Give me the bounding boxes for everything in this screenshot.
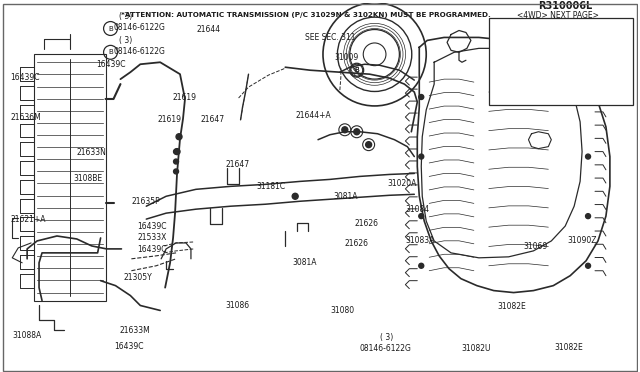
Text: 21626: 21626 — [345, 240, 369, 248]
Text: 3108BE: 3108BE — [74, 174, 103, 183]
Text: 21636M: 21636M — [10, 113, 41, 122]
Text: 16439C: 16439C — [138, 222, 167, 231]
Text: 31020A: 31020A — [387, 179, 417, 188]
Text: 16439C: 16439C — [138, 246, 167, 254]
Text: 31020: 31020 — [525, 61, 550, 70]
Text: R310006L: R310006L — [538, 1, 593, 11]
Circle shape — [292, 193, 298, 199]
Text: 21533X: 21533X — [138, 234, 166, 243]
Text: 08146-6122G: 08146-6122G — [113, 47, 165, 56]
Text: B: B — [355, 67, 359, 73]
Text: 3081A: 3081A — [292, 258, 317, 267]
Text: 08146-6122G: 08146-6122G — [360, 344, 412, 353]
Text: 31069: 31069 — [524, 243, 548, 251]
Circle shape — [419, 263, 424, 268]
Circle shape — [354, 129, 360, 135]
Circle shape — [176, 134, 182, 140]
Text: ( 3): ( 3) — [380, 333, 393, 342]
Text: (PROGRAM DATA): (PROGRAM DATA) — [522, 50, 583, 57]
Text: 08146-6122G: 08146-6122G — [113, 23, 165, 32]
Text: 21305Y: 21305Y — [124, 273, 152, 282]
Circle shape — [586, 214, 591, 219]
Text: 16439C: 16439C — [10, 73, 40, 81]
Text: ( 3): ( 3) — [120, 12, 132, 21]
Text: *31029N (NEW): *31029N (NEW) — [525, 89, 580, 95]
Text: 16439C: 16439C — [115, 342, 144, 351]
Circle shape — [419, 94, 424, 99]
Text: B: B — [108, 49, 113, 55]
Circle shape — [586, 154, 591, 159]
Text: 31084: 31084 — [405, 205, 429, 214]
Text: SEE SEC. 311: SEE SEC. 311 — [305, 33, 356, 42]
Text: 31088A: 31088A — [12, 331, 42, 340]
Text: 31020A: 31020A — [502, 26, 532, 35]
Text: 31009: 31009 — [335, 53, 359, 62]
Text: *3102KN (REMAN): *3102KN (REMAN) — [520, 77, 584, 83]
Text: 31082U: 31082U — [461, 344, 490, 353]
Bar — [34, 54, 106, 301]
Text: B: B — [108, 26, 113, 32]
Text: 21647: 21647 — [226, 160, 250, 169]
Text: 21633M: 21633M — [120, 326, 150, 335]
Text: 21635P: 21635P — [131, 197, 160, 206]
Text: *ATTENTION: AUTOMATIC TRANSMISSION (P/C 31029N & 3102KN) MUST BE PROGRAMMED.: *ATTENTION: AUTOMATIC TRANSMISSION (P/C … — [122, 12, 491, 17]
Circle shape — [586, 94, 591, 99]
Text: 21633N: 21633N — [77, 148, 107, 157]
Text: 21626: 21626 — [355, 219, 379, 228]
Text: 21621+A: 21621+A — [10, 215, 45, 224]
Text: 31082E: 31082E — [554, 343, 583, 352]
Text: 21619: 21619 — [172, 93, 196, 102]
Circle shape — [419, 154, 424, 159]
Circle shape — [173, 149, 179, 154]
Circle shape — [365, 142, 372, 148]
Text: 31080: 31080 — [330, 306, 354, 315]
Text: 31083A: 31083A — [405, 237, 435, 246]
Text: 16439C: 16439C — [97, 60, 126, 69]
Text: 31090Z: 31090Z — [567, 237, 596, 246]
Circle shape — [586, 263, 591, 268]
Text: <4WD> NEXT PAGE>: <4WD> NEXT PAGE> — [516, 11, 598, 20]
Bar — [489, 17, 633, 105]
Text: 21644+A: 21644+A — [295, 111, 331, 121]
Text: 31181C: 31181C — [257, 182, 285, 191]
Text: 21647: 21647 — [201, 115, 225, 124]
Text: B: B — [355, 67, 359, 73]
Text: ( 3): ( 3) — [120, 36, 132, 45]
Text: 21619: 21619 — [157, 115, 181, 124]
Circle shape — [419, 214, 424, 219]
Text: 31082E: 31082E — [498, 302, 527, 311]
Circle shape — [173, 169, 179, 174]
Text: 21644: 21644 — [197, 25, 221, 34]
Circle shape — [342, 127, 348, 133]
Text: 3081A: 3081A — [334, 192, 358, 201]
Circle shape — [174, 149, 180, 155]
Circle shape — [173, 159, 179, 164]
Text: 31086: 31086 — [226, 301, 250, 310]
